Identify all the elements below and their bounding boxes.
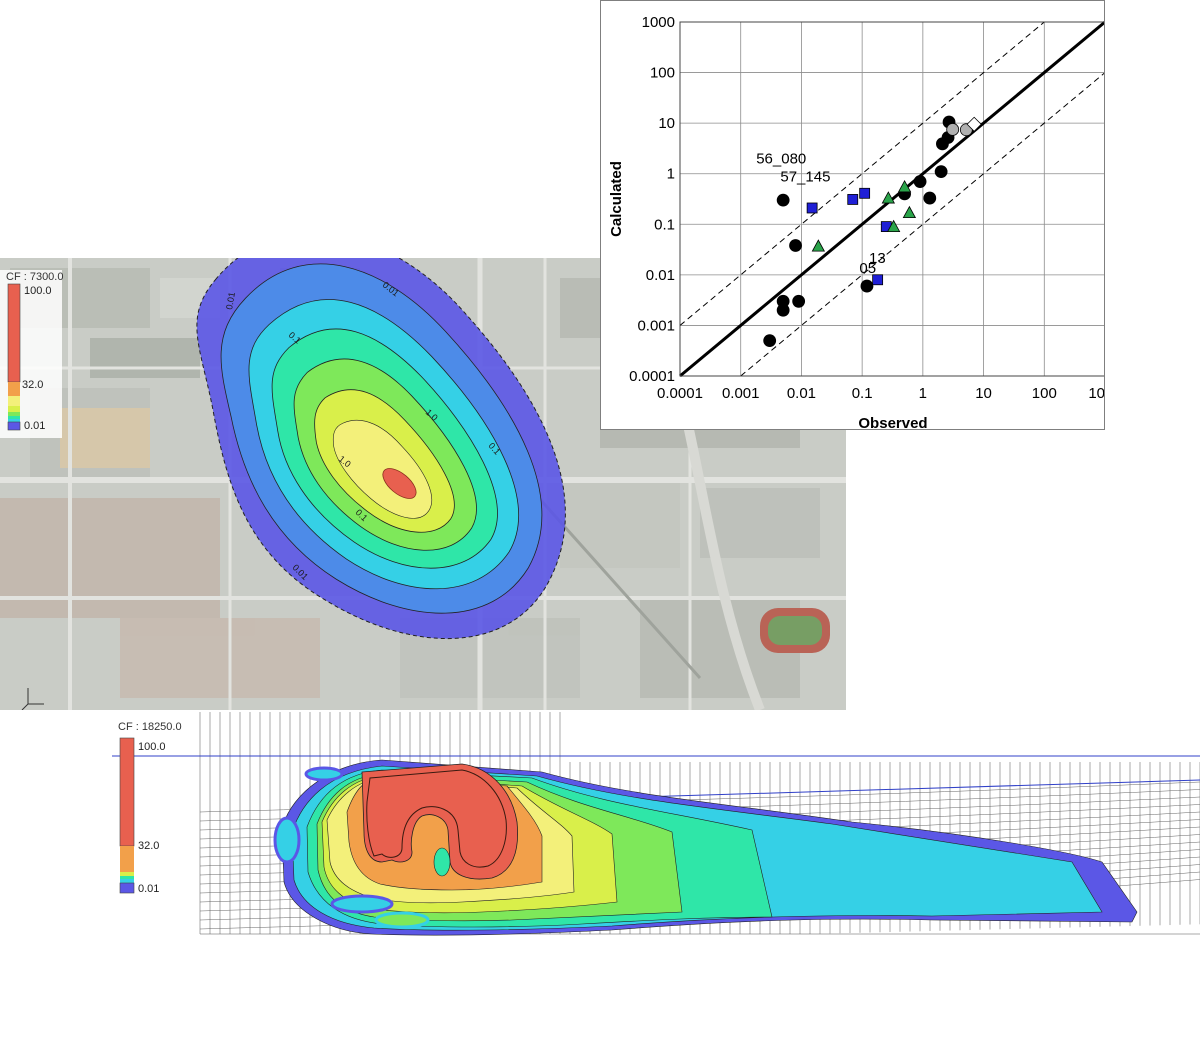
data-point-triangle <box>881 191 896 204</box>
section-legend-mid: 32.0 <box>138 840 159 852</box>
x-tick-label: 0.01 <box>787 385 816 402</box>
y-tick-label: 0.001 <box>637 317 675 334</box>
data-point-square <box>872 274 884 286</box>
y-tick-label: 0.0001 <box>629 368 675 385</box>
map-legend: CF : 7300.0 100.0 32.0 0.01 <box>0 270 63 438</box>
y-axis-label: Calculated <box>608 161 625 237</box>
data-point-triangle <box>811 239 826 252</box>
section-peak-contour <box>366 769 507 868</box>
data-point-circle <box>913 175 927 188</box>
plume-peak <box>382 468 417 499</box>
x-tick-label: 1 <box>919 385 927 402</box>
point-annotation: 05 <box>859 260 876 277</box>
y-tick-label: 0.1 <box>654 216 675 233</box>
contour-label: 0.01 <box>224 291 237 310</box>
plume-contours <box>196 232 566 640</box>
y-tick-label: 10 <box>658 115 675 132</box>
map-legend-max: 100.0 <box>24 285 52 297</box>
y-tick-label: 1 <box>667 166 675 183</box>
data-point-square <box>806 202 818 214</box>
data-point-triangle <box>897 180 912 193</box>
point-annotation: 56_080 <box>756 150 806 167</box>
section-legend: CF : 18250.0 100.0 32.0 0.01 <box>118 721 182 895</box>
data-point-circle <box>789 239 802 252</box>
map-legend-min: 0.01 <box>24 420 45 432</box>
contour-labels: 0.01 0.1 1.0 1.0 0.1 0.1 0.01 0.01 <box>224 280 502 582</box>
data-point-diamond <box>966 116 982 132</box>
point-annotation: 57_145 <box>780 169 830 186</box>
data-point-circle <box>776 294 790 308</box>
data-point-circle <box>923 191 937 205</box>
y-tick-label: 100 <box>650 65 675 82</box>
data-point-circle <box>860 279 874 293</box>
section-band-100 <box>361 763 518 880</box>
section-legend-max: 100.0 <box>138 741 166 753</box>
axis-triad-icon <box>21 688 44 711</box>
x-tick-label: 100 <box>1032 385 1057 402</box>
y-tick-label: 0.01 <box>646 267 675 284</box>
y-tick-label: 1000 <box>642 14 675 31</box>
section-cf-title: CF : 18250.0 <box>118 721 182 733</box>
observed-vs-calculated-chart: 0.0001 0.0001 0.001 0.001 0.01 0.01 0.1 0.1 1 1 10… <box>600 0 1122 432</box>
data-point-triangle <box>902 205 917 219</box>
x-tick-label: 0.1 <box>852 385 873 402</box>
data-point-circle <box>934 165 948 179</box>
map-legend-mid: 32.0 <box>22 379 43 391</box>
data-point-circle <box>946 123 960 136</box>
data-point-circle <box>792 294 806 308</box>
cross-section-view: CF : 18250.0 100.0 32.0 0.01 <box>112 712 1200 952</box>
section-legend-min: 0.01 <box>138 883 159 895</box>
factor-of-ten-line <box>740 72 1106 377</box>
data-point-square <box>847 194 859 205</box>
x-tick-label: 0.001 <box>722 385 760 402</box>
factor-of-ten-line <box>679 21 1045 326</box>
data-point-square <box>859 187 871 199</box>
cross-section-svg: CF : 18250.0 100.0 32.0 0.01 <box>112 712 1200 952</box>
x-tick-label: 0.0001 <box>657 385 703 402</box>
x-tick-label: 10 <box>975 385 992 402</box>
point-annotation: 13 <box>869 250 886 267</box>
x-tick-label: 1000 <box>1088 385 1104 402</box>
x-axis-label: Observed <box>858 415 927 429</box>
section-plume <box>273 759 1138 936</box>
map-cf-title: CF : 7300.0 <box>6 271 63 283</box>
data-point-circle <box>776 193 790 207</box>
data-points <box>763 115 982 348</box>
data-point-triangle <box>886 219 901 232</box>
data-point-circle <box>763 334 777 348</box>
